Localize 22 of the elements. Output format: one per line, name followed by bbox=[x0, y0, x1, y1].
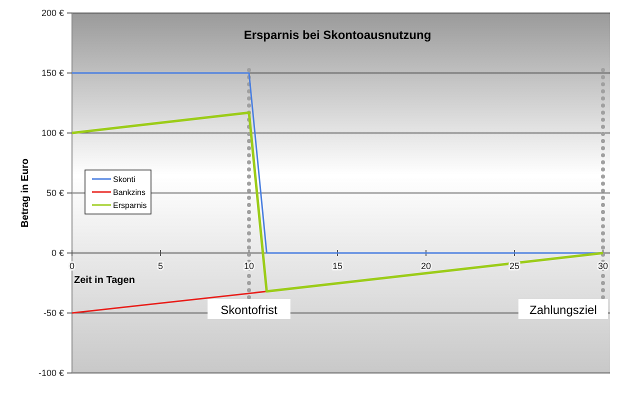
legend-label: Bankzins bbox=[113, 188, 146, 197]
y-tick-label: -100 € bbox=[38, 368, 64, 378]
y-tick-label: 0 € bbox=[51, 248, 64, 258]
y-axis-title: Betrag in Euro bbox=[20, 158, 31, 228]
x-tick-label: 5 bbox=[158, 261, 164, 271]
x-tick-label: 25 bbox=[509, 261, 520, 271]
ref-line-label: Skontofrist bbox=[220, 303, 278, 317]
y-tick-label: 200 € bbox=[41, 8, 64, 18]
y-tick-label: -50 € bbox=[43, 308, 64, 318]
x-tick-label: 30 bbox=[598, 261, 608, 271]
x-tick-label: 15 bbox=[332, 261, 343, 271]
x-tick-label: 0 bbox=[69, 261, 75, 271]
ref-line-label: Zahlungsziel bbox=[530, 303, 597, 317]
x-tick-label: 10 bbox=[244, 261, 254, 271]
y-tick-label: 100 € bbox=[41, 128, 64, 138]
x-axis-title: Zeit in Tagen bbox=[74, 275, 135, 286]
y-tick-label: 50 € bbox=[46, 188, 64, 198]
text: Ersparnis bei Skontoausnutzung bbox=[244, 28, 432, 42]
y-tick-label: 150 € bbox=[41, 68, 64, 78]
legend-label: Skonti bbox=[113, 175, 136, 184]
x-tick-label: 20 bbox=[420, 261, 432, 271]
legend-label: Ersparnis bbox=[113, 201, 147, 210]
